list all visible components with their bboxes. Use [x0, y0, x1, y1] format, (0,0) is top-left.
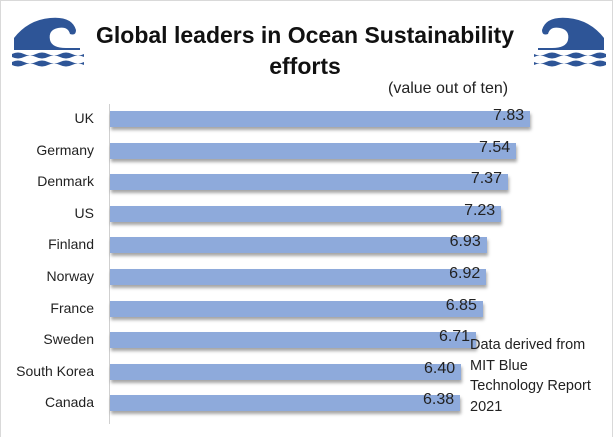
bar — [110, 174, 508, 191]
bar — [110, 142, 517, 159]
value-label: 7.54 — [479, 138, 511, 156]
wave-icon-right — [534, 17, 606, 67]
category-label: Denmark — [37, 173, 94, 190]
category-axis — [109, 104, 110, 424]
bar — [110, 395, 461, 412]
bar — [110, 363, 462, 380]
bar — [110, 332, 477, 349]
category-label: Norway — [46, 268, 94, 284]
source-note-line: 2021 — [470, 398, 503, 415]
chart-title: Global leaders in Ocean Sustainability e… — [96, 22, 514, 79]
source-note-line: Technology Report — [470, 378, 591, 394]
category-label: US — [74, 204, 94, 221]
source-note-line: Data derived from — [470, 337, 586, 353]
bar — [110, 205, 502, 222]
value-label: 7.23 — [464, 201, 496, 219]
bar — [110, 269, 487, 285]
bar — [110, 300, 483, 317]
value-label: 6.92 — [449, 265, 481, 282]
category-label: Canada — [44, 394, 94, 411]
wave-icon-left — [12, 17, 84, 67]
bar — [110, 111, 531, 127]
value-label: 6.40 — [423, 359, 456, 377]
chart-subtitle: (value out of ten) — [388, 80, 509, 97]
value-label: 6.71 — [438, 328, 471, 346]
bar — [110, 237, 487, 254]
category-label: Sweden — [43, 331, 94, 348]
value-label: 7.37 — [470, 170, 502, 188]
source-note-line: MIT Blue — [470, 357, 528, 374]
category-label: UK — [74, 110, 94, 126]
value-label: 6.85 — [445, 296, 477, 314]
category-label: South Korea — [16, 362, 94, 379]
value-label: 6.38 — [423, 391, 455, 409]
category-label: Germany — [36, 141, 94, 158]
value-label: 7.83 — [493, 107, 525, 124]
value-label: 6.93 — [449, 233, 481, 251]
source-note: Data derived from MIT Blue Technology Re… — [470, 335, 610, 417]
category-label: Finland — [48, 236, 94, 253]
category-label: France — [50, 299, 94, 316]
